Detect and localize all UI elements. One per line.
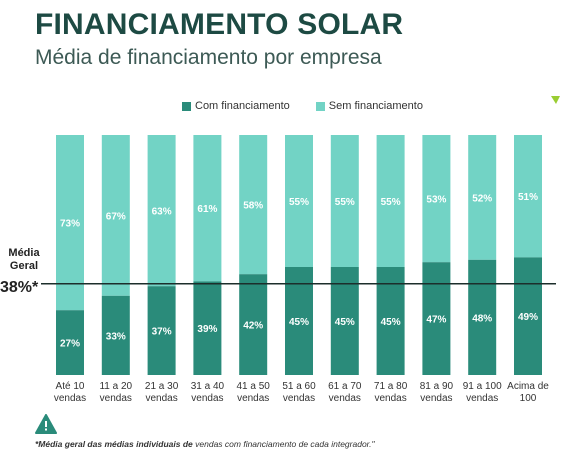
chart-title: FINANCIAMENTO SOLAR [35,8,404,41]
category-label: vendas [329,393,361,404]
bar-com-financiamento [376,267,405,375]
bar-com-financiamento [468,259,497,375]
data-label-com: 45% [289,317,309,328]
corner-arrow-icon [551,96,560,104]
category-label: 41 a 50 [237,381,271,392]
footnote: *Média geral das médias individuais de v… [35,439,375,449]
category-label: 31 a 40 [191,381,225,392]
category-label: 61 a 70 [328,381,362,392]
category-label: 11 a 20 [99,381,132,392]
category-label: 71 a 80 [374,381,408,392]
bar-sem-financiamento [422,135,451,263]
bar-sem-financiamento [330,135,359,267]
reference-value: 38%* [0,279,39,296]
data-label-sem: 55% [289,197,309,208]
legend-label-com: Com financiamento [195,100,290,112]
warning-triangle-icon [35,414,57,434]
bar-com-financiamento [514,257,542,375]
footnote-bold: *Média geral das médias individuais de [35,439,193,449]
data-label-com: 37% [152,327,172,338]
data-label-sem: 55% [335,197,355,208]
category-label: 91 a 100 [463,381,502,392]
category-label: 51 a 60 [282,381,316,392]
data-label-sem: 51% [518,192,538,203]
data-label-sem: 58% [243,201,263,212]
legend-item-sem-financiamento: Sem financiamento [315,100,423,112]
category-label: Até 10 [56,381,85,392]
category-label: 21 a 30 [145,381,179,392]
bar-com-financiamento [193,281,222,375]
legend-item-com-financiamento: Com financiamento [182,100,290,112]
data-label-com: 49% [518,312,538,323]
data-label-sem: 61% [197,204,217,215]
data-label-sem: 67% [106,211,126,222]
data-label-com: 48% [472,313,492,324]
bar-sem-financiamento [193,135,222,282]
bar-sem-financiamento [239,135,268,275]
category-label: vendas [237,393,269,404]
category-label: vendas [466,393,498,404]
chart-subtitle: Média de financiamento por empresa [35,46,382,69]
bar-com-financiamento [239,274,268,375]
data-label-sem: 73% [60,219,80,230]
bar-sem-financiamento [376,135,405,267]
category-label: vendas [145,393,177,404]
category-label: Acima de [507,381,549,392]
bar-com-financiamento [330,267,359,375]
category-label: vendas [283,393,315,404]
legend-swatch-com [182,101,191,111]
category-label: vendas [191,393,223,404]
bar-sem-financiamento [514,135,542,258]
category-label: vendas [100,393,132,404]
data-label-com: 45% [335,317,355,328]
bar-sem-financiamento [101,135,130,296]
data-label-com: 33% [106,331,126,342]
data-label-sem: 55% [381,197,401,208]
reference-label: Média Geral [8,247,40,272]
data-label-com: 42% [243,321,263,332]
bar-com-financiamento [101,295,130,375]
data-label-com: 27% [60,339,80,350]
bar-com-financiamento [147,286,176,375]
bar-sem-financiamento [56,135,84,311]
category-label: vendas [54,393,86,404]
bar-sem-financiamento [468,135,497,260]
bar-sem-financiamento [285,135,313,267]
bar-sem-financiamento [147,135,176,287]
data-label-com: 45% [381,317,401,328]
category-label: vendas [374,393,406,404]
footnote-rest: vendas com financiamento de cada integra… [192,439,375,449]
legend-label-sem: Sem financiamento [328,100,423,112]
category-label: 81 a 90 [420,381,454,392]
category-label: vendas [420,393,452,404]
legend: Com financiamento Sem financiamento [182,100,423,112]
category-label: 100 [520,393,537,404]
bar-com-financiamento [422,262,451,375]
legend-swatch-sem [315,101,325,111]
data-label-com: 47% [426,315,446,326]
data-label-sem: 52% [472,193,492,204]
data-label-sem: 53% [426,195,446,206]
bar-com-financiamento [56,310,84,375]
data-label-com: 39% [197,324,217,335]
data-label-sem: 63% [152,207,172,218]
bar-com-financiamento [285,267,313,375]
